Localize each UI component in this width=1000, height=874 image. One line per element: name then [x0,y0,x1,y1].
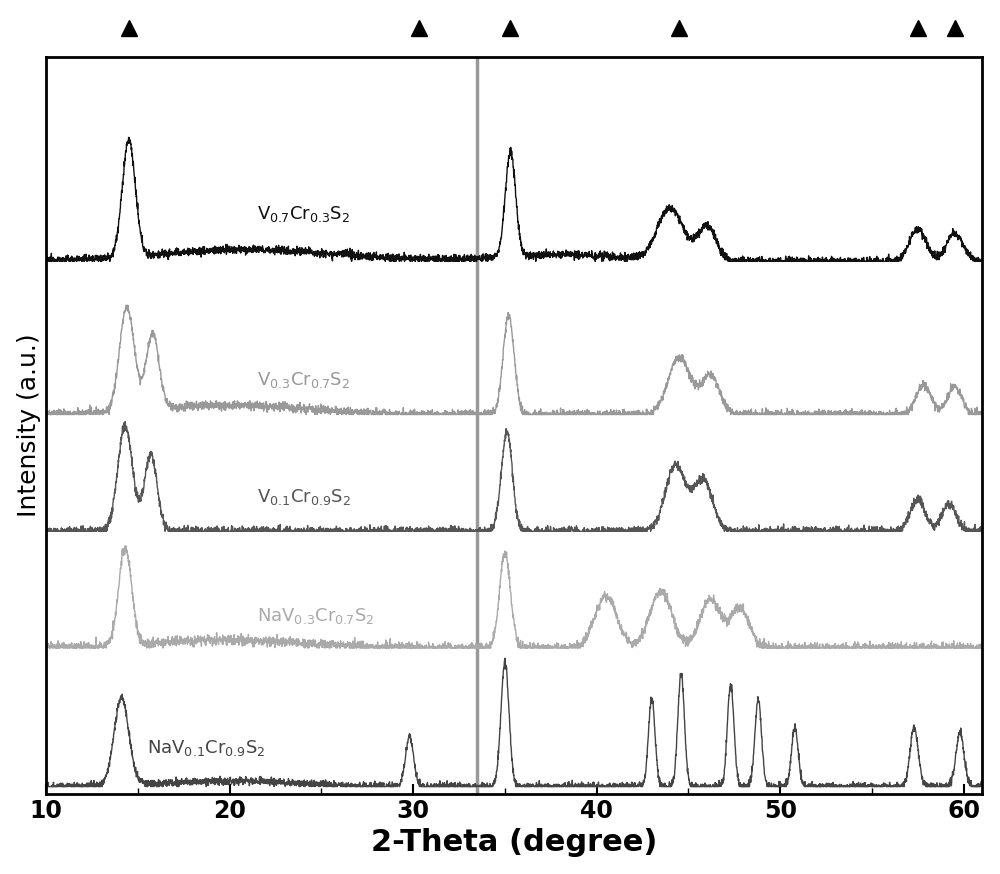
X-axis label: 2-Theta (degree): 2-Theta (degree) [371,829,657,857]
Text: V$_{0.3}$Cr$_{0.7}$S$_2$: V$_{0.3}$Cr$_{0.7}$S$_2$ [257,371,350,391]
Text: NaV$_{0.3}$Cr$_{0.7}$S$_2$: NaV$_{0.3}$Cr$_{0.7}$S$_2$ [257,606,375,626]
Y-axis label: Intensity (a.u.): Intensity (a.u.) [17,334,41,517]
Text: NaV$_{0.1}$Cr$_{0.9}$S$_2$: NaV$_{0.1}$Cr$_{0.9}$S$_2$ [147,739,266,759]
Text: V$_{0.7}$Cr$_{0.3}$S$_2$: V$_{0.7}$Cr$_{0.3}$S$_2$ [257,205,350,224]
Text: V$_{0.1}$Cr$_{0.9}$S$_2$: V$_{0.1}$Cr$_{0.9}$S$_2$ [257,487,351,507]
